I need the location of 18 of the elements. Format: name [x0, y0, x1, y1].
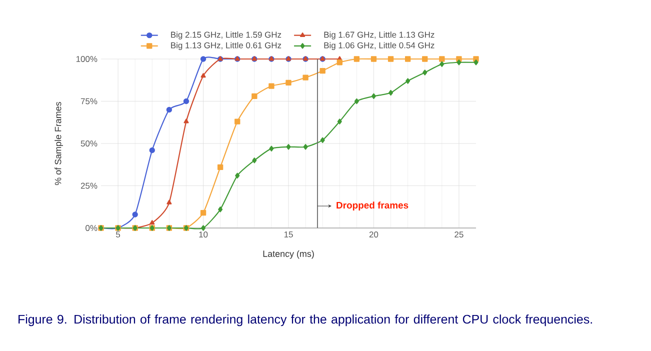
- legend-label: Big 1.06 GHz, Little 0.54 GHz: [324, 42, 434, 50]
- y-tick-label: 25%: [80, 182, 98, 189]
- x-tick-label: 25: [454, 232, 464, 238]
- y-axis-title: % of Sample Frames: [54, 102, 63, 186]
- x-tick-label: 15: [284, 232, 293, 238]
- caption: Figure 9. Distribution of frame rendering latency for the application for different CPU clock frequencies.: [18, 314, 592, 326]
- legend-label: Big 2.15 GHz, Little 1.59 GHz: [171, 31, 282, 40]
- y-tick-label: 100%: [76, 56, 98, 62]
- ref-line-label: Dropped frames: [336, 202, 408, 210]
- legend-label: Big 1.13 GHz, Little 0.61 GHz: [171, 42, 282, 50]
- y-tick-label: 0%: [86, 225, 98, 231]
- x-tick-label: 5: [116, 232, 120, 238]
- legend-label: Big 1.67 GHz, Little 1.13 GHz: [324, 31, 434, 40]
- x-tick-label: 10: [199, 232, 208, 238]
- x-tick-label: 20: [369, 232, 378, 238]
- x-axis-title: Latency (ms): [263, 250, 314, 259]
- y-tick-label: 50%: [80, 140, 98, 146]
- y-tick-label: 75%: [80, 98, 98, 104]
